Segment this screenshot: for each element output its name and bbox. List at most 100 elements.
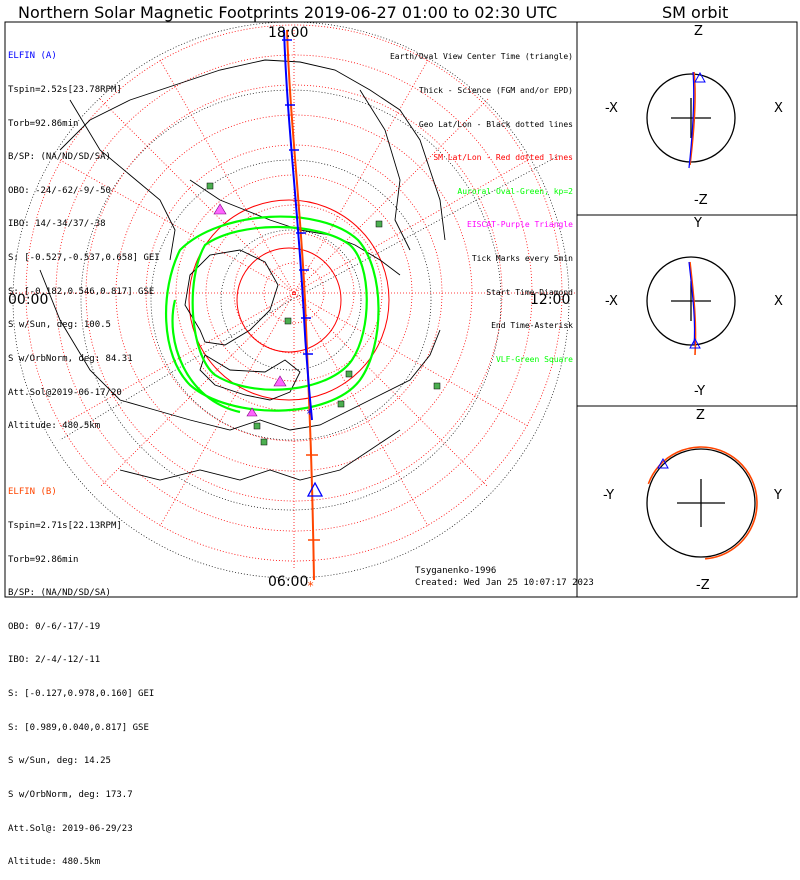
elfin-b-ticks <box>306 454 320 541</box>
sm-polar-circle <box>188 199 390 401</box>
legend-item: Thick - Science (FGM and/or EPD) <box>418 86 573 96</box>
info-line: S w/Sun, deg: 100.5 <box>8 320 111 331</box>
model-credit: Tsyganenko-1996 <box>415 566 497 576</box>
panel2-right-label: X <box>774 294 783 309</box>
info-line: Tspin=2.71s[22.13RPM] <box>8 521 122 532</box>
alaska-coast <box>359 89 411 251</box>
info-line: OBO: 0/-6/-17/-19 <box>8 621 101 632</box>
eiscat-triangle <box>213 203 227 215</box>
elfin-b-info: ELFIN (B) Tspin=2.71s[22.13RPM] Torb=92.… <box>8 465 168 880</box>
eurasia-coast <box>59 59 446 241</box>
view-center-triangle-a <box>306 481 324 497</box>
panel1-right-label: X <box>774 101 783 116</box>
eiscat-triangle <box>246 407 258 417</box>
geo-grid <box>12 21 570 579</box>
info-line: S w/Sun, deg: 14.25 <box>8 756 111 767</box>
orbit-frame <box>576 21 798 598</box>
info-line: Tspin=2.52s[23.78RPM] <box>8 85 122 96</box>
info-line: S: [-0.527,-0.537,0.658] GEI <box>8 253 160 264</box>
orbit-triangle <box>694 71 706 83</box>
geo-lat-circle <box>220 229 362 371</box>
orbit-triangle <box>689 337 701 349</box>
page-title: Northern Solar Magnetic Footprints 2019-… <box>18 3 558 22</box>
elfin-a-track <box>283 29 313 421</box>
info-line: S w/OrbNorm, deg: 173.7 <box>8 789 133 800</box>
info-line: Att.Sol@: 2019-06-29/23 <box>8 823 133 834</box>
panel1-left-label: -X <box>605 101 618 116</box>
legend-item: Auroral Oval-Green, kp=2 <box>457 186 573 196</box>
legend-item: SM Lat/Lon - Red dotted lines <box>433 153 573 163</box>
orbit-b-path <box>689 261 697 356</box>
vlf-stations <box>206 182 441 446</box>
info-line: S: [0.989,0.040,0.817] GSE <box>8 722 149 733</box>
orbit-a-path <box>688 71 695 169</box>
panel2-left-label: -X <box>605 294 618 309</box>
earth-circle <box>646 256 736 346</box>
mlt-label-bottom: 06:00 <box>268 574 309 590</box>
eiscat-markers <box>213 203 287 417</box>
panel1-down-label: -Z <box>694 193 708 208</box>
legend-item: EISCAT-Purple Triangle <box>467 220 573 230</box>
end-asterisk-b: * <box>307 579 314 593</box>
sm-lon-line <box>159 59 429 527</box>
info-line: Altitude: 480.5km <box>8 857 101 868</box>
legend-item: Earth/Oval View Center Time (triangle) <box>389 52 573 62</box>
info-line: Att.Sol@2019-06-17/20 <box>8 387 122 398</box>
vlf-square <box>375 220 383 228</box>
geo-lat-circle <box>80 89 502 511</box>
sm-lon-line <box>159 59 429 527</box>
orbit-b-path <box>644 446 758 560</box>
elfin-a-info: ELFIN (A) Tspin=2.52s[23.78RPM] Torb=92.… <box>8 29 168 444</box>
geo-lat-circle <box>150 159 432 441</box>
info-line: Torb=92.86min <box>8 118 79 129</box>
vlf-square <box>345 370 353 378</box>
mlt-label-left: 00:00 <box>8 292 49 308</box>
info-line: Altitude: 480.5km <box>8 421 101 432</box>
legend-item: Tick Marks every 5min <box>471 254 573 264</box>
north-america-coast <box>39 269 441 431</box>
elfin-a-ticks <box>282 39 313 355</box>
info-line: B/SP: (NA/ND/SD/SA) <box>8 588 111 599</box>
sm-lat-circle <box>263 262 325 324</box>
info-line: IBO: 2/-4/-12/-11 <box>8 655 101 666</box>
mlt-label-top: 18:00 <box>268 25 309 41</box>
info-line: Torb=92.86min <box>8 554 79 565</box>
geo-lat-circle <box>12 21 570 579</box>
panel2-up-label: Y <box>694 216 702 231</box>
vlf-square <box>433 382 441 390</box>
info-line: IBO: 14/-34/37/-38 <box>8 219 106 230</box>
elfin-b-header: ELFIN (B) <box>8 487 57 498</box>
panel3-right-label: Y <box>774 488 782 503</box>
auroral-oval-inner <box>191 225 368 391</box>
vlf-square <box>253 422 261 430</box>
orbit-panel-2 <box>646 256 736 346</box>
orbit-b-path <box>689 71 696 166</box>
panel1-up-label: Z <box>694 24 703 39</box>
sm-lat-circle <box>233 232 355 354</box>
eiscat-triangle <box>273 375 287 387</box>
legend-item: Start Time-Diamond <box>486 287 573 297</box>
hudson-coast <box>119 429 401 481</box>
info-line: OBO: -24/-62/-9/-50 <box>8 185 111 196</box>
legend-item: VLF-Green Square <box>495 354 573 364</box>
orbit-title: SM orbit <box>662 3 729 22</box>
elfin-a-header: ELFIN (A) <box>8 51 57 62</box>
europe-coast <box>69 99 176 261</box>
orbit-a-path <box>688 261 696 346</box>
arctic-islands-coast <box>199 354 301 401</box>
sm-polar-circle <box>236 247 342 353</box>
panel3-down-label: -Z <box>696 578 710 593</box>
end-asterisk-a: * <box>306 407 313 421</box>
orbit-panel-3 <box>646 448 756 558</box>
orbit-triangle <box>657 457 669 469</box>
legend: Earth/Oval View Center Time (triangle) T… <box>390 29 573 376</box>
info-line: S: [-0.127,0.978,0.160] GEI <box>8 689 155 700</box>
info-line: S w/OrbNorm, deg: 84.31 <box>8 353 133 364</box>
earth-circle <box>646 448 756 558</box>
info-line: B/SP: (NA/ND/SD/SA) <box>8 152 111 163</box>
panel3-left-label: -Y <box>603 488 615 503</box>
panel2-down-label: -Y <box>694 384 706 399</box>
polar-map: * * <box>4 21 798 598</box>
elfin-b-track <box>286 29 315 581</box>
geo-lon-line <box>59 299 292 441</box>
